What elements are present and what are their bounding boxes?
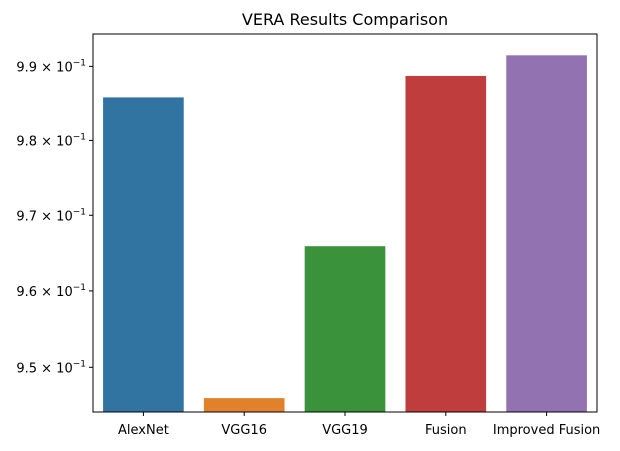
y-tick-times-ten: × 10: [37, 134, 73, 149]
y-axis: 9.5 × 10−19.6 × 10−19.7 × 10−19.8 × 10−1…: [16, 58, 93, 376]
x-tick-label: VGG19: [322, 423, 368, 438]
y-tick-exponent: −1: [73, 207, 86, 217]
x-tick-label: AlexNet: [118, 423, 169, 438]
bars-group: [103, 55, 587, 412]
bar-alexnet: [103, 97, 184, 412]
bar-vgg16: [203, 398, 285, 412]
y-tick-label: 9.8 × 10−1: [16, 132, 86, 149]
y-tick-mantissa: 9.6: [16, 285, 37, 300]
bar-improved-fusion: [506, 55, 587, 412]
plot-frame: [92, 33, 598, 413]
y-tick-mantissa: 9.8: [16, 134, 37, 149]
y-tick-times-ten: × 10: [37, 285, 73, 300]
x-tick-label: VGG16: [221, 423, 267, 438]
x-axis: AlexNet VGG16 VGG19 Fusion Improved Fusion: [118, 412, 600, 438]
y-tick-exponent: −1: [73, 58, 86, 68]
y-tick-label: 9.7 × 10−1: [16, 207, 86, 224]
x-tick-label: Fusion: [425, 423, 467, 438]
chart-title: VERA Results Comparison: [242, 10, 448, 29]
bar-vgg19: [304, 246, 386, 412]
x-tick-label: Improved Fusion: [493, 423, 600, 438]
y-tick-exponent: −1: [73, 283, 86, 293]
y-tick-label: 9.6 × 10−1: [16, 283, 86, 300]
y-tick-mantissa: 9.9: [16, 60, 37, 75]
y-tick-exponent: −1: [73, 132, 86, 142]
y-tick-exponent: −1: [73, 359, 86, 369]
y-tick-label: 9.5 × 10−1: [16, 359, 86, 376]
y-tick-mantissa: 9.7: [16, 209, 37, 224]
y-tick-times-ten: × 10: [37, 361, 73, 376]
y-tick-label: 9.9 × 10−1: [16, 58, 86, 75]
y-tick-mantissa: 9.5: [16, 361, 37, 376]
y-tick-times-ten: × 10: [37, 60, 73, 75]
bar-fusion: [405, 75, 487, 412]
y-tick-times-ten: × 10: [37, 209, 73, 224]
